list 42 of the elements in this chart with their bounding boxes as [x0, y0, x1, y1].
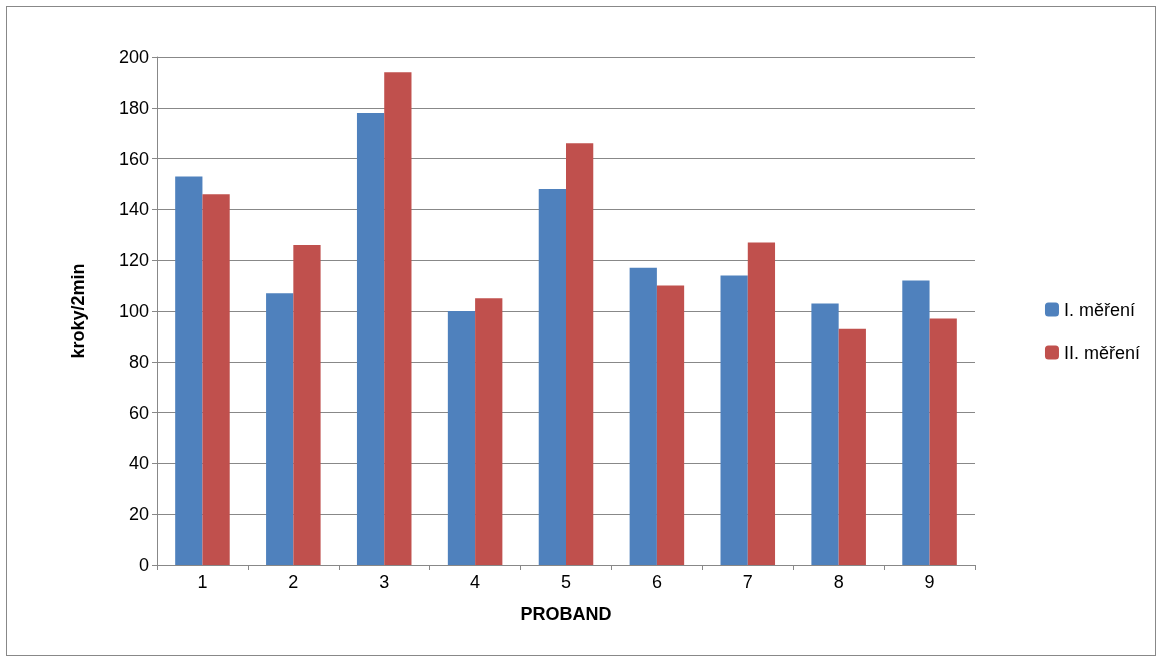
bar [747, 242, 776, 565]
bar [720, 275, 748, 565]
bar [175, 176, 203, 565]
y-tick-label: 40 [128, 453, 149, 474]
x-tick-label: 9 [924, 572, 935, 592]
x-tick-label: 8 [833, 572, 844, 592]
legend-label: I. měření [1063, 299, 1136, 320]
bar [902, 280, 930, 565]
bar [811, 303, 839, 565]
bar [656, 285, 685, 565]
y-tick-label: 80 [128, 351, 149, 372]
legend-label: II. měření [1063, 342, 1141, 363]
bar [384, 72, 412, 565]
x-axis-title: PROBAND [520, 604, 612, 624]
y-tick-label: 140 [118, 199, 149, 220]
y-tick-label: 200 [118, 47, 149, 67]
x-tick-label: 7 [742, 572, 753, 592]
bar [356, 112, 385, 565]
y-tick-label: 100 [118, 301, 149, 321]
bar [293, 244, 321, 565]
x-tick-label: 1 [197, 572, 208, 592]
y-tick-label: 160 [118, 148, 149, 169]
bar [929, 318, 957, 565]
bar [202, 194, 230, 565]
y-tick-label: 20 [128, 504, 149, 525]
bar [838, 328, 866, 565]
y-tick-label: 120 [118, 250, 149, 271]
y-axis-title: kroky/2min [68, 263, 88, 359]
bar [475, 298, 503, 565]
y-tick-label: 180 [118, 97, 149, 118]
x-tick-label: 6 [651, 572, 662, 592]
bar [266, 293, 294, 565]
bar [538, 189, 566, 565]
y-tick-label: 60 [128, 402, 149, 423]
bar [629, 267, 657, 565]
x-tick-label: 5 [560, 572, 572, 592]
y-tick-label: 0 [138, 555, 149, 575]
bar [447, 311, 476, 565]
x-tick-label: 3 [379, 572, 390, 592]
bar [566, 143, 594, 565]
x-tick-label: 2 [288, 572, 299, 592]
x-tick-label: 4 [470, 572, 481, 592]
